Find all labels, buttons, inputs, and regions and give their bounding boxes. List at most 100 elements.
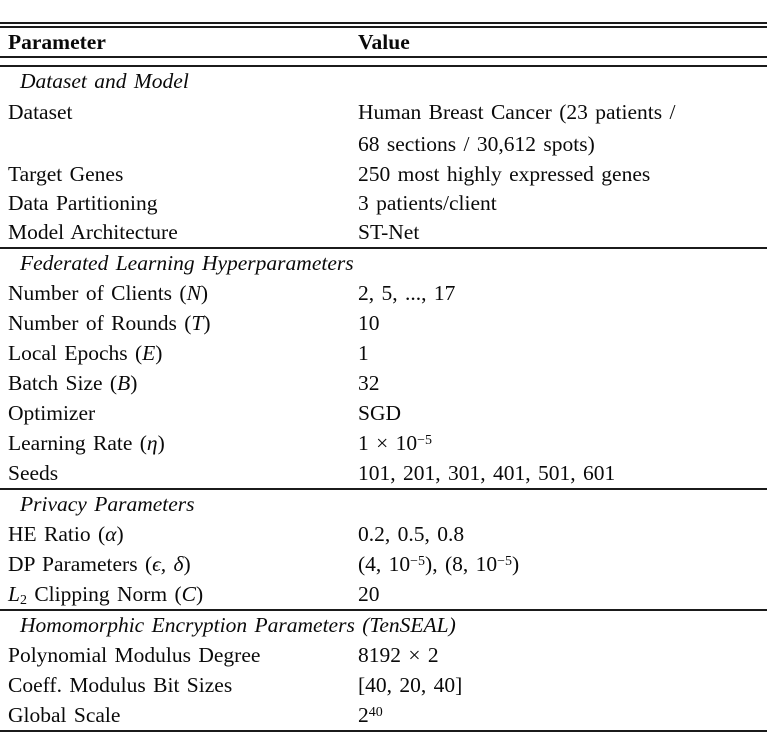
text-fragment: ) bbox=[200, 281, 209, 305]
text-fragment: Number of Rounds ( bbox=[8, 311, 192, 335]
text-fragment: Local Epochs ( bbox=[8, 341, 143, 365]
table-body: Dataset and Model Dataset Human Breast Can… bbox=[0, 67, 767, 730]
superscript-text: 40 bbox=[368, 704, 383, 720]
text-fragment: 0.2, 0.5, 0.8 bbox=[358, 522, 465, 546]
text-fragment: DP Parameters ( bbox=[8, 552, 153, 576]
section-title: Homomorphic Encryption Parameters (TenSE… bbox=[20, 613, 456, 637]
table-row: Model Architecture ST-Net bbox=[0, 218, 767, 247]
text-fragment: α bbox=[105, 522, 117, 546]
value-cell: 20 bbox=[358, 579, 767, 609]
parameter-cell: Model Architecture bbox=[0, 218, 358, 247]
table-row: Dataset Human Breast Cancer (23 patients … bbox=[0, 96, 767, 160]
text-fragment: Number of Clients ( bbox=[8, 281, 187, 305]
text-fragment: ) bbox=[196, 582, 204, 606]
text-fragment: ) bbox=[183, 552, 191, 576]
parameter-cell: Polynomial Modulus Degree bbox=[0, 640, 358, 670]
superscript-text: −5 bbox=[497, 553, 512, 569]
text-fragment: Human Breast Cancer (23 patients / bbox=[358, 100, 676, 124]
value-cell: 3 patients/client bbox=[358, 189, 767, 218]
text-fragment: SGD bbox=[358, 401, 402, 425]
table-row: Global Scale 240 bbox=[0, 700, 767, 730]
parameter-cell: Global Scale bbox=[0, 700, 358, 730]
text-fragment: 68 sections / 30,612 spots) bbox=[358, 132, 595, 156]
top-margin bbox=[0, 0, 767, 22]
section-divider-rule bbox=[0, 488, 767, 490]
text-fragment: 20 bbox=[358, 582, 380, 606]
text-fragment: Global Scale bbox=[8, 703, 121, 727]
value-cell: 32 bbox=[358, 368, 767, 398]
table-row: Coeff. Modulus Bit Sizes [40, 20, 40] bbox=[0, 670, 767, 700]
value-cell: ST-Net bbox=[358, 218, 767, 247]
header-rule-outer bbox=[0, 56, 767, 58]
text-fragment: 32 bbox=[358, 371, 380, 395]
parameter-cell: Number of Clients (N) bbox=[0, 278, 358, 308]
text-fragment: Coeff. Modulus Bit Sizes bbox=[8, 673, 233, 697]
value-cell: 250 most highly expressed genes bbox=[358, 160, 767, 189]
value-cell: 1 × 10−5 bbox=[358, 428, 767, 458]
parameter-cell: Data Partitioning bbox=[0, 189, 358, 218]
text-fragment: Learning Rate ( bbox=[8, 431, 147, 455]
text-fragment: Clipping Norm ( bbox=[26, 582, 182, 606]
text-fragment: E bbox=[142, 341, 156, 365]
text-fragment: Batch Size ( bbox=[8, 371, 118, 395]
text-fragment: Target Genes bbox=[8, 162, 124, 186]
text-fragment: Dataset bbox=[8, 100, 73, 124]
text-fragment: ) bbox=[155, 341, 163, 365]
column-header-parameter: Parameter bbox=[8, 30, 106, 54]
value-cell: (4, 10−5), (8, 10−5) bbox=[358, 549, 767, 579]
parameter-cell: HE Ratio (α) bbox=[0, 519, 358, 549]
section-divider-rule bbox=[0, 609, 767, 611]
section-title: Privacy Parameters bbox=[20, 492, 195, 516]
table-row: HE Ratio (α) 0.2, 0.5, 0.8 bbox=[0, 519, 767, 549]
value-cell: Human Breast Cancer (23 patients / 68 sec… bbox=[358, 96, 767, 160]
parameter-cell: Local Epochs (E) bbox=[0, 338, 358, 368]
table-row: Batch Size (B) 32 bbox=[0, 368, 767, 398]
parameter-cell: Number of Rounds (T) bbox=[0, 308, 358, 338]
section-header-row: Federated Learning Hyperparameters bbox=[0, 249, 767, 278]
section-divider-rule bbox=[0, 247, 767, 249]
text-fragment: ST-Net bbox=[358, 220, 420, 244]
table-row: Target Genes 250 most highly expressed ge… bbox=[0, 160, 767, 189]
text-fragment: C bbox=[181, 582, 197, 606]
text-fragment: 1 × 10 bbox=[358, 431, 418, 455]
text-fragment: Optimizer bbox=[8, 401, 96, 425]
table-header-row: Parameter Value bbox=[0, 28, 767, 56]
section-title: Dataset and Model bbox=[20, 69, 189, 93]
text-fragment: 250 most highly expressed genes bbox=[358, 162, 651, 186]
text-fragment: 3 patients/client bbox=[358, 191, 497, 215]
text-fragment: Polynomial Modulus Degree bbox=[8, 643, 261, 667]
text-fragment: 10 bbox=[358, 311, 380, 335]
section-header-row: Privacy Parameters bbox=[0, 490, 767, 519]
parameter-cell: Target Genes bbox=[0, 160, 358, 189]
value-cell: SGD bbox=[358, 398, 767, 428]
value-cell: 8192 × 2 bbox=[358, 640, 767, 670]
text-fragment: 1 bbox=[358, 341, 369, 365]
top-rule-outer bbox=[0, 22, 767, 24]
table-row: Number of Clients (N) 2, 5, ..., 17 bbox=[0, 278, 767, 308]
table-row: Seeds 101, 201, 301, 401, 501, 601 bbox=[0, 458, 767, 488]
bottom-rule bbox=[0, 730, 767, 732]
parameter-cell: Optimizer bbox=[0, 398, 358, 428]
value-cell: 2, 5, ..., 17 bbox=[358, 278, 767, 308]
text-fragment: ), (8, 10 bbox=[425, 552, 498, 576]
header-rule-gap bbox=[0, 58, 767, 65]
parameter-cell: Batch Size (B) bbox=[0, 368, 358, 398]
text-fragment: ϵ, δ bbox=[152, 552, 184, 576]
text-fragment: ) bbox=[157, 431, 165, 455]
section-title: Federated Learning Hyperparameters bbox=[20, 251, 354, 275]
text-fragment: η bbox=[146, 431, 158, 455]
table-row: DP Parameters (ϵ, δ) (4, 10−5), (8, 10−5) bbox=[0, 549, 767, 579]
text-fragment: 8192 × 2 bbox=[358, 643, 439, 667]
parameter-cell: Learning Rate (η) bbox=[0, 428, 358, 458]
table-row: Learning Rate (η) 1 × 10−5 bbox=[0, 428, 767, 458]
text-fragment: ) bbox=[130, 371, 138, 395]
text-fragment: (4, 10 bbox=[358, 552, 411, 576]
section-header-row: Dataset and Model bbox=[0, 67, 767, 96]
text-fragment: Seeds bbox=[8, 461, 59, 485]
value-cell: 240 bbox=[358, 700, 767, 730]
text-fragment: B bbox=[117, 371, 131, 395]
value-cell: 101, 201, 301, 401, 501, 601 bbox=[358, 458, 767, 488]
table-row: Number of Rounds (T) 10 bbox=[0, 308, 767, 338]
text-fragment: ) bbox=[203, 311, 211, 335]
text-fragment: ) bbox=[116, 522, 124, 546]
